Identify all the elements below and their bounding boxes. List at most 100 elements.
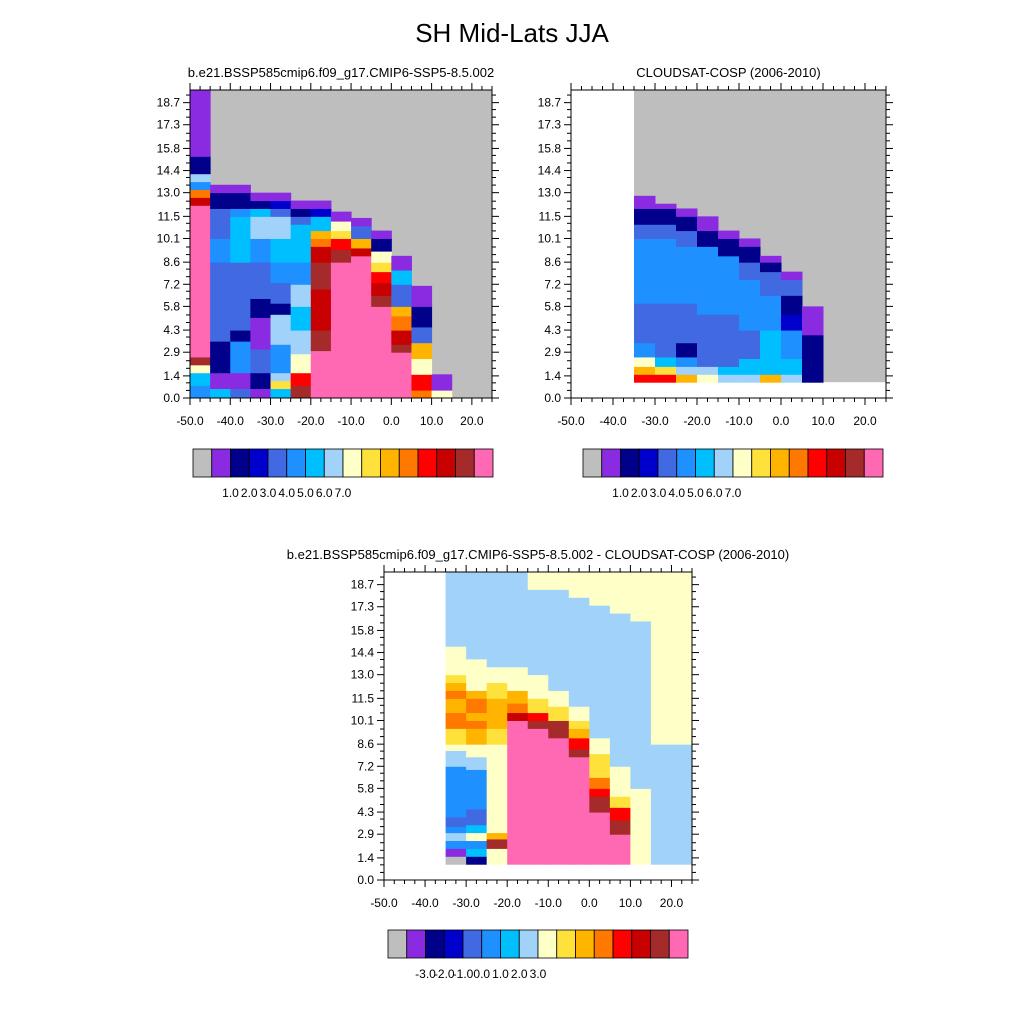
heatmap-cell	[445, 856, 467, 865]
heatmap-cell	[330, 221, 352, 232]
heatmap-cell	[676, 356, 698, 367]
heatmap-cell	[351, 279, 372, 399]
colorbar-label: 3.0	[650, 486, 667, 500]
heatmap-cell	[290, 353, 312, 374]
heatmap-cell	[655, 342, 677, 358]
y-tick-label: 18.7	[538, 96, 562, 110]
heatmap-cell	[190, 385, 211, 399]
x-tick-label: -40.0	[217, 414, 245, 428]
y-tick-label: 17.3	[157, 118, 181, 132]
heatmap-cell	[655, 356, 677, 367]
heatmap-cell	[466, 856, 488, 865]
heatmap-cell	[507, 703, 529, 714]
colorbar-label: 5.0	[687, 486, 704, 500]
y-tick-label: 5.8	[544, 299, 561, 313]
heatmap-cell	[634, 366, 656, 375]
heatmap-cell	[230, 262, 251, 331]
y-tick-label: 15.8	[351, 623, 375, 637]
colorbar-label: -1.0	[453, 967, 474, 981]
colorbar-label: 1.0	[222, 486, 239, 500]
heatmap-cell	[270, 314, 292, 345]
colorbar-swatch	[323, 448, 344, 478]
heatmap-cell	[739, 330, 761, 360]
heatmap-cell	[568, 597, 590, 707]
heatmap-cell	[230, 341, 251, 374]
heatmap-cell	[445, 826, 467, 834]
y-tick-label: 8.6	[163, 255, 180, 269]
heatmap-cell	[697, 314, 719, 344]
heatmap-cell	[486, 728, 508, 745]
heatmap-cell	[589, 796, 611, 813]
heatmap-cell	[486, 832, 508, 840]
heatmap-cell	[466, 674, 488, 691]
heatmap-cell	[210, 184, 231, 194]
heatmap-cell	[270, 380, 292, 390]
colorbar-label: 4.0	[278, 486, 295, 500]
colorbar-label: 1.0	[612, 486, 629, 500]
y-tick-label: 5.8	[357, 781, 374, 795]
x-tick-label: 20.0	[660, 896, 684, 910]
heatmap-cell	[230, 388, 251, 399]
heatmap-cell	[527, 698, 549, 714]
colorbar-swatch	[556, 929, 576, 959]
heatmap-cell	[250, 317, 272, 350]
y-tick-label: 13.0	[157, 186, 181, 200]
colorbar-swatch	[211, 448, 231, 478]
heatmap-cell	[290, 224, 312, 239]
heatmap-cell	[486, 848, 508, 865]
heatmap-cell	[411, 306, 433, 328]
heatmap-cell	[655, 374, 677, 383]
x-tick-label: 10.0	[811, 414, 835, 428]
heatmap-cell	[486, 666, 508, 684]
heatmap-cell	[290, 306, 312, 331]
heatmap-cell	[230, 208, 251, 217]
heatmap-cell	[270, 200, 292, 209]
heatmap-cell	[466, 690, 488, 699]
colorbar-label: 7.0	[725, 486, 742, 500]
heatmap-cell	[634, 342, 656, 358]
colorbar-swatch	[398, 448, 419, 478]
heatmap-cell	[609, 834, 631, 865]
heatmap-cell	[589, 812, 611, 865]
heatmap-cell	[671, 744, 693, 865]
heatmap-cell	[568, 728, 590, 739]
colorbar-swatch	[593, 929, 614, 959]
heatmap-cell	[760, 374, 782, 383]
heatmap-cell	[507, 666, 529, 691]
heatmap-cell	[527, 728, 549, 865]
heatmap-cell	[548, 589, 570, 691]
heatmap-cell	[589, 777, 611, 789]
heatmap-cell	[210, 388, 231, 399]
heatmap-cell	[466, 572, 488, 660]
heatmap-cell	[411, 342, 433, 360]
heatmap-cell	[250, 298, 272, 318]
heatmap-cell	[290, 330, 312, 355]
heatmap-cell	[739, 238, 761, 247]
x-tick-label: -40.0	[599, 414, 627, 428]
heatmap-cell	[190, 173, 211, 183]
x-tick-label: 10.0	[420, 414, 444, 428]
heatmap-cell	[760, 295, 782, 331]
heatmap-cell	[330, 262, 352, 399]
heatmap-cell	[210, 341, 231, 374]
colorbar-swatch	[342, 448, 363, 478]
y-tick-label: 0.0	[163, 391, 180, 405]
heatmap-cell	[486, 698, 508, 729]
heatmap-cell	[230, 330, 251, 342]
colorbar-swatch	[826, 448, 846, 478]
heatmap-cell	[676, 303, 698, 344]
heatmap-cell	[781, 279, 803, 296]
heatmap-cell	[718, 342, 740, 367]
heatmap-cell	[445, 816, 467, 827]
colorbar-swatch	[500, 929, 520, 959]
heatmap-cell	[290, 262, 312, 285]
y-tick-label: 0.0	[357, 873, 374, 887]
heatmap-cell	[445, 832, 467, 842]
heatmap-cell	[630, 572, 652, 622]
heatmap-cell	[250, 216, 272, 239]
heatmap-cell	[466, 712, 488, 721]
heatmap-cell	[527, 572, 549, 590]
heatmap-cell	[445, 766, 467, 818]
heatmap-cell	[371, 295, 392, 307]
heatmap-cell	[486, 838, 508, 849]
